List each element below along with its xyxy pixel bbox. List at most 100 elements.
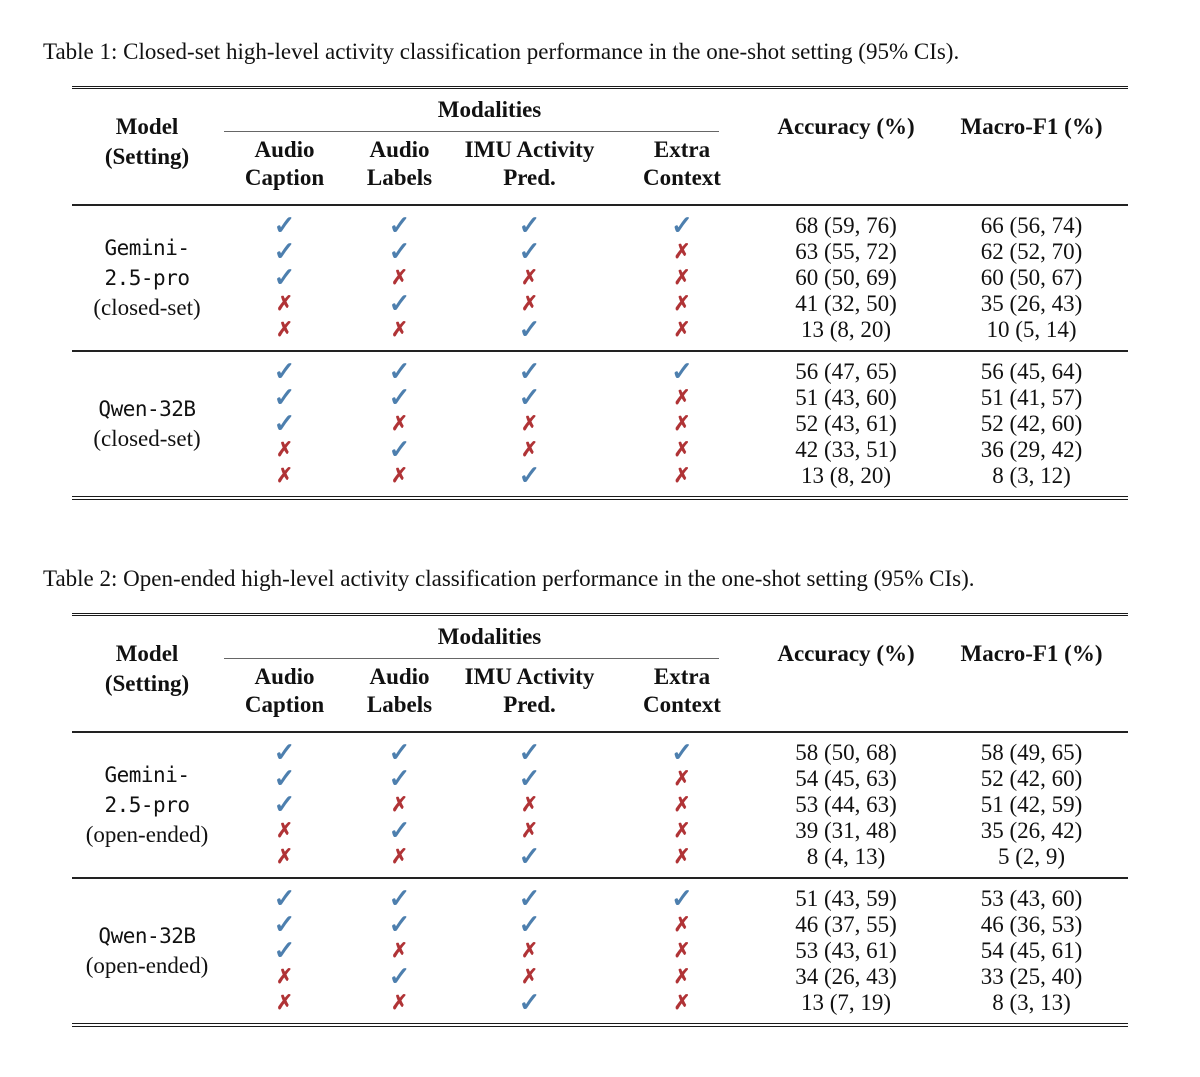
setting-header-label: (Setting)	[104, 143, 190, 169]
cross-icon: ✗	[673, 846, 691, 868]
model-label: Gemini- 2.5-pro (closed-set)	[72, 213, 222, 343]
cross-icon: ✗	[391, 940, 408, 962]
table-top-rule	[72, 613, 1128, 616]
check-icon: ✓	[518, 211, 541, 240]
table-row: ✗ ✗ ✓ ✗ 13 (8, 20) 10 (5, 14)	[222, 317, 1128, 343]
accuracy-value: 8 (4, 13)	[806, 844, 886, 869]
table-row: ✓ ✓ ✓ ✗ 54 (45, 63) 52 (42, 60)	[222, 766, 1128, 792]
cross-icon: ✗	[673, 820, 691, 842]
check-icon: ✓	[518, 315, 541, 344]
check-icon: ✓	[273, 263, 296, 292]
table-row: ✓ ✓ ✓ ✗ 51 (43, 60) 51 (41, 57)	[222, 385, 1128, 411]
modalities-subcolumns: Audio Caption Audio Labels IMU Activity …	[222, 136, 757, 192]
table-row: ✓ ✓ ✓ ✗ 46 (37, 55) 46 (36, 53)	[222, 912, 1128, 938]
cross-icon: ✗	[673, 992, 691, 1014]
audio-labels-header: Audio Labels	[366, 664, 433, 717]
table-row: ✓ ✗ ✗ ✗ 52 (43, 61) 52 (42, 60)	[222, 411, 1128, 437]
table-row: ✗ ✓ ✗ ✗ 39 (31, 48) 35 (26, 42)	[222, 818, 1128, 844]
accuracy-value: 41 (32, 50)	[795, 291, 897, 316]
macro-f1-value: 66 (56, 74)	[980, 213, 1083, 238]
model-setting-header: Model (Setting)	[72, 616, 222, 731]
cross-icon: ✗	[673, 914, 691, 936]
macro-f1-value: 46 (36, 53)	[980, 912, 1083, 937]
macro-f1-value: 35 (26, 42)	[980, 818, 1083, 843]
cross-icon: ✗	[276, 846, 293, 868]
check-icon: ✓	[273, 409, 296, 438]
macro-f1-value: 51 (41, 57)	[980, 385, 1083, 410]
cross-icon: ✗	[276, 293, 293, 315]
table-row: ✗ ✗ ✓ ✗ 13 (7, 19) 8 (3, 13)	[222, 990, 1128, 1016]
macro-f1-value: 51 (42, 59)	[980, 792, 1083, 817]
cross-icon: ✗	[673, 241, 691, 263]
accuracy-value: 54 (45, 63)	[795, 766, 897, 791]
check-icon: ✓	[518, 910, 541, 939]
cross-icon: ✗	[521, 267, 538, 289]
check-icon: ✓	[273, 738, 296, 767]
imu-activity-pred-header: IMU Activity Pred.	[464, 137, 595, 190]
check-icon: ✓	[273, 237, 296, 266]
macro-f1-value: 8 (3, 12)	[992, 463, 1071, 488]
table-row: ✗ ✓ ✗ ✗ 41 (32, 50) 35 (26, 43)	[222, 291, 1128, 317]
check-icon: ✓	[273, 764, 296, 793]
check-icon: ✓	[671, 738, 693, 767]
check-icon: ✓	[518, 988, 541, 1017]
cross-icon: ✗	[391, 794, 408, 816]
check-icon: ✓	[518, 842, 541, 871]
cross-icon: ✗	[673, 267, 691, 289]
table-1: Model (Setting) Modalities Audio Caption…	[72, 86, 1128, 500]
check-icon: ✓	[388, 237, 411, 266]
macro-f1-value: 62 (52, 70)	[980, 239, 1083, 264]
table-bottom-rule	[72, 1023, 1128, 1027]
check-icon: ✓	[388, 962, 411, 991]
cross-icon: ✗	[276, 319, 293, 341]
check-icon: ✓	[518, 738, 541, 767]
modalities-underline	[224, 131, 719, 132]
table-row: ✓ ✓ ✓ ✗ 63 (55, 72) 62 (52, 70)	[222, 239, 1128, 265]
accuracy-value: 68 (59, 76)	[795, 213, 897, 238]
check-icon: ✓	[671, 211, 693, 240]
accuracy-value: 53 (44, 63)	[795, 792, 897, 817]
audio-caption-header: Audio Caption	[244, 137, 325, 190]
check-icon: ✓	[273, 211, 296, 240]
check-icon: ✓	[518, 764, 541, 793]
accuracy-header: Accuracy (%)	[777, 113, 915, 139]
macro-f1-value: 58 (49, 65)	[980, 740, 1083, 765]
table-2-block: Table 2: Open-ended high-level activity …	[43, 565, 1160, 1027]
check-icon: ✓	[388, 289, 411, 318]
macro-f1-value: 10 (5, 14)	[986, 317, 1077, 342]
model-group: Qwen-32B (closed-set) ✓ ✓ ✓ ✓ 56 (47, 65) 56 (4…	[72, 350, 1128, 496]
macro-f1-value: 33 (25, 40)	[980, 964, 1083, 989]
check-icon: ✓	[388, 764, 411, 793]
cross-icon: ✗	[673, 413, 691, 435]
model-label: Gemini- 2.5-pro (open-ended)	[72, 740, 222, 870]
check-icon: ✓	[388, 383, 411, 412]
model-setting-header: Model (Setting)	[72, 89, 222, 204]
model-setting-label: (open-ended)	[85, 822, 209, 847]
group-rows: ✓ ✓ ✓ ✓ 51 (43, 59) 53 (43, 60) ✓ ✓ ✓ ✗ 46 (37, 55…	[222, 886, 1128, 1016]
header-separator-rule	[72, 731, 1128, 733]
check-icon: ✓	[388, 910, 411, 939]
cross-icon: ✗	[673, 387, 691, 409]
model-group: Qwen-32B (open-ended) ✓ ✓ ✓ ✓ 51 (43, 59) 53 (4…	[72, 877, 1128, 1023]
cross-icon: ✗	[276, 966, 293, 988]
model-name-line: Gemini-	[104, 763, 190, 787]
audio-labels-header: Audio Labels	[366, 137, 433, 190]
cross-icon: ✗	[673, 465, 691, 487]
table-2-caption: Table 2: Open-ended high-level activity …	[43, 566, 975, 591]
check-icon: ✓	[273, 910, 296, 939]
model-header-label: Model	[115, 113, 179, 139]
cross-icon: ✗	[391, 992, 408, 1014]
check-icon: ✓	[518, 237, 541, 266]
model-setting-label: (open-ended)	[85, 953, 209, 978]
extra-context-header: Extra Context	[643, 664, 721, 717]
modalities-header: Modalities Audio Caption Audio Labels IM…	[222, 616, 757, 731]
audio-caption-header: Audio Caption	[244, 664, 325, 717]
macro-f1-value: 56 (45, 64)	[980, 359, 1083, 384]
model-label: Qwen-32B (closed-set)	[72, 359, 222, 489]
group-rows: ✓ ✓ ✓ ✓ 68 (59, 76) 66 (56, 74) ✓ ✓ ✓ ✗ 63 (55, 72…	[222, 213, 1128, 343]
table-row: ✓ ✓ ✓ ✓ 58 (50, 68) 58 (49, 65)	[222, 740, 1128, 766]
modalities-header: Modalities Audio Caption Audio Labels IM…	[222, 89, 757, 204]
model-name-line: Gemini-	[104, 236, 190, 260]
cross-icon: ✗	[391, 846, 408, 868]
